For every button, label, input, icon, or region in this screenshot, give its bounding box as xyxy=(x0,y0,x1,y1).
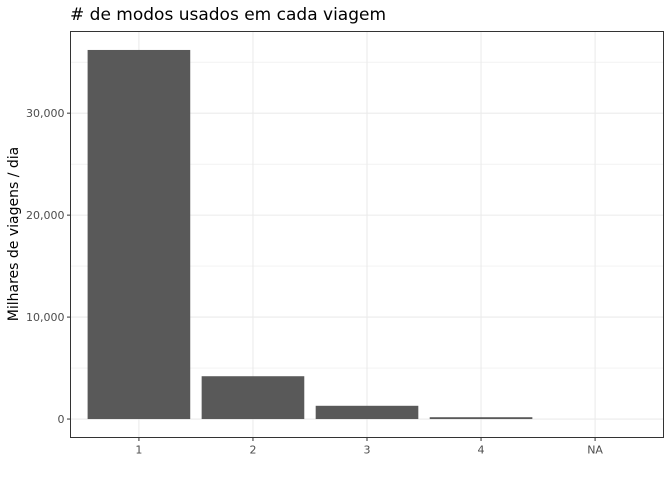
y-axis-ticks: 0 10,000 20,000 30,000 xyxy=(26,107,71,426)
x-tick-label: 2 xyxy=(249,444,256,457)
y-tick-label: 20,000 xyxy=(26,209,65,222)
bar-1 xyxy=(87,49,191,420)
bar-2 xyxy=(201,376,305,420)
bar-3 xyxy=(315,405,419,420)
chart-title: # de modos usados em cada viagem xyxy=(70,5,386,25)
x-tick-label: NA xyxy=(587,444,603,457)
x-tick-label: 3 xyxy=(364,444,371,457)
x-tick-label: 1 xyxy=(135,444,142,457)
x-axis-ticks: 1 2 3 4 NA xyxy=(135,437,603,457)
x-tick-label: 4 xyxy=(478,444,485,457)
y-tick-label: 10,000 xyxy=(26,311,65,324)
y-tick-label: 30,000 xyxy=(26,107,65,120)
bar-4 xyxy=(429,417,533,420)
bars xyxy=(87,49,533,420)
y-tick-label: 0 xyxy=(58,413,65,426)
y-axis-label: Milhares de viagens / dia xyxy=(6,147,22,321)
